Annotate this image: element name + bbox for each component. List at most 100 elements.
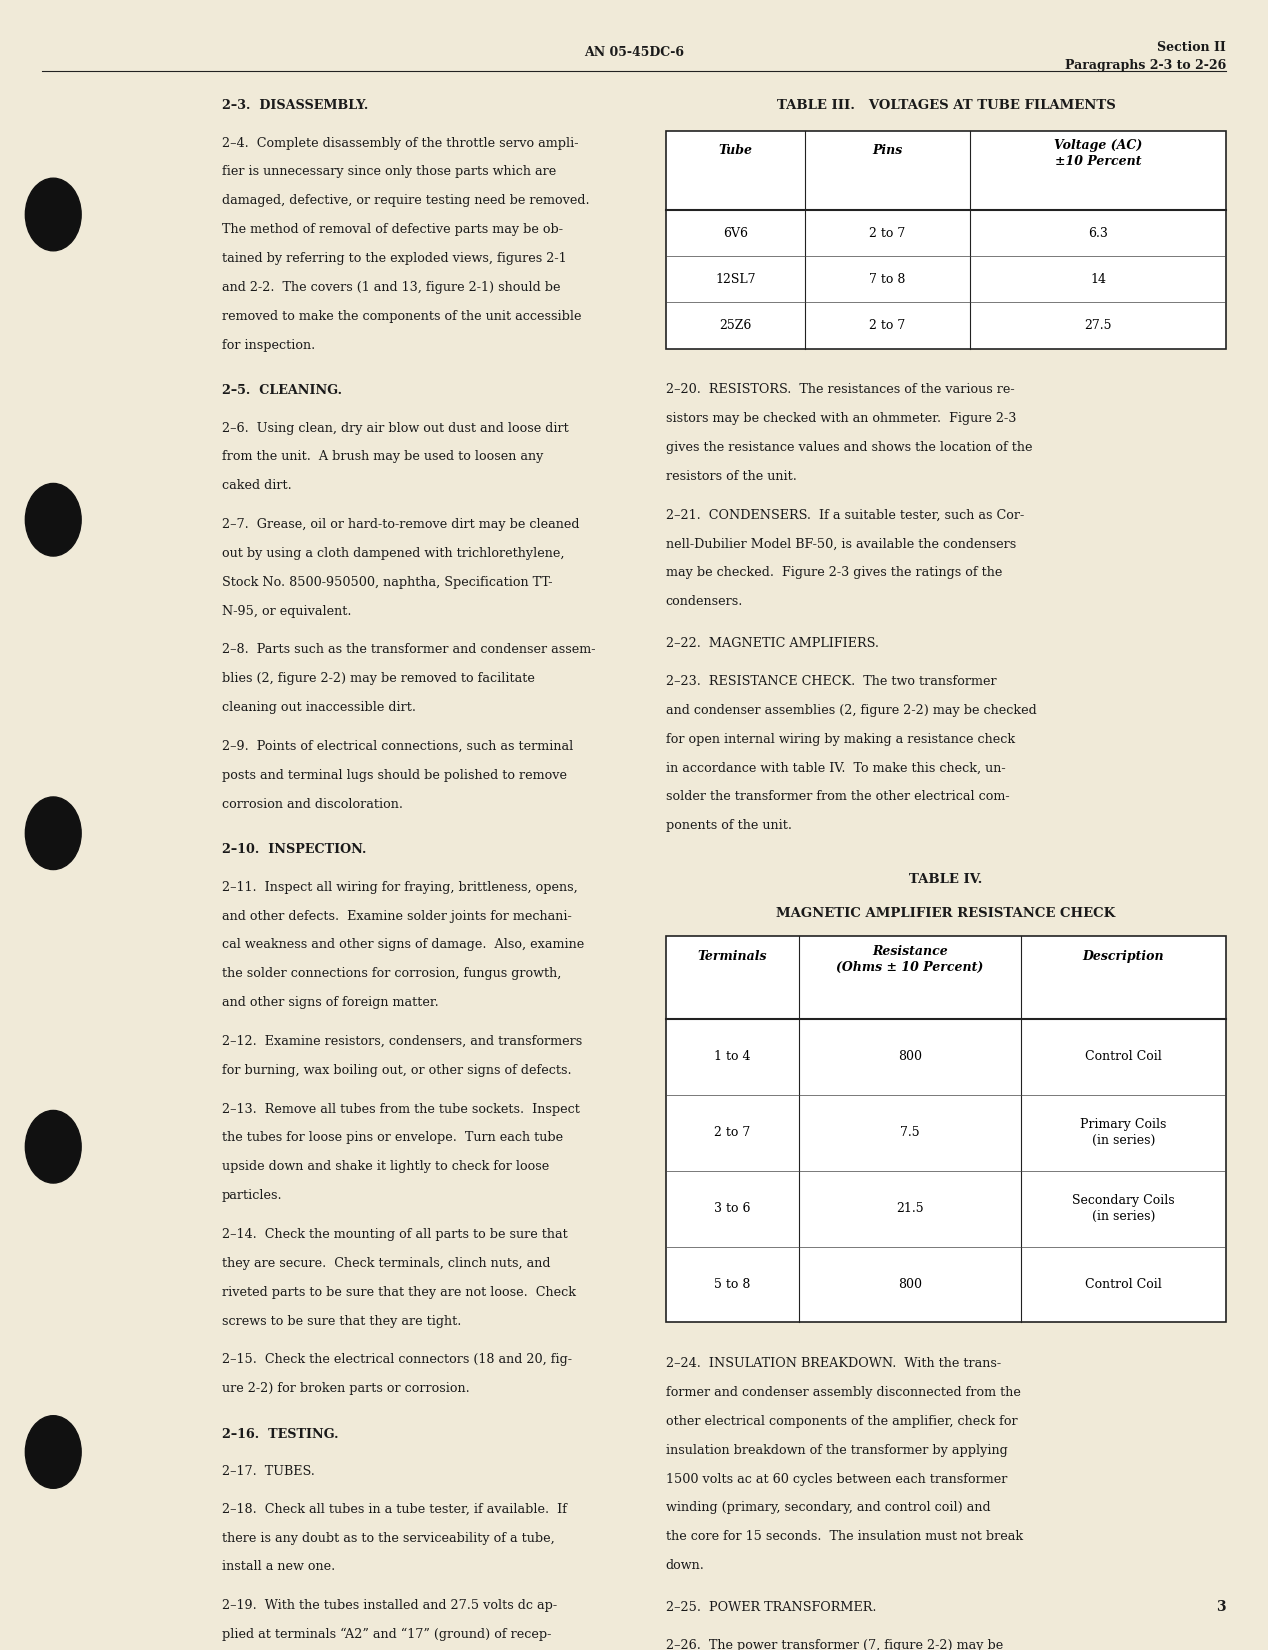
Text: 2–6.  Using clean, dry air blow out dust and loose dirt: 2–6. Using clean, dry air blow out dust … [222, 421, 568, 434]
Text: in accordance with table IV.  To make this check, un-: in accordance with table IV. To make thi… [666, 761, 1006, 774]
Text: 1500 volts ac at 60 cycles between each transformer: 1500 volts ac at 60 cycles between each … [666, 1472, 1007, 1485]
Text: 2–20.  RESISTORS.  The resistances of the various re-: 2–20. RESISTORS. The resistances of the … [666, 383, 1014, 396]
Circle shape [25, 178, 81, 251]
Text: ponents of the unit.: ponents of the unit. [666, 818, 791, 832]
Text: 2–22.  MAGNETIC AMPLIFIERS.: 2–22. MAGNETIC AMPLIFIERS. [666, 637, 879, 650]
Text: nell-Dubilier Model BF-50, is available the condensers: nell-Dubilier Model BF-50, is available … [666, 538, 1016, 551]
Text: fier is unnecessary since only those parts which are: fier is unnecessary since only those par… [222, 165, 557, 178]
Text: gives the resistance values and shows the location of the: gives the resistance values and shows th… [666, 441, 1032, 454]
Text: 800: 800 [898, 1051, 922, 1063]
Text: 2–15.  Check the electrical connectors (18 and 20, fig-: 2–15. Check the electrical connectors (1… [222, 1353, 572, 1366]
Text: upside down and shake it lightly to check for loose: upside down and shake it lightly to chec… [222, 1160, 549, 1173]
Text: resistors of the unit.: resistors of the unit. [666, 470, 796, 483]
Text: 2–17.  TUBES.: 2–17. TUBES. [222, 1465, 314, 1478]
Text: blies (2, figure 2-2) may be removed to facilitate: blies (2, figure 2-2) may be removed to … [222, 672, 535, 685]
Text: caked dirt.: caked dirt. [222, 478, 292, 492]
Text: 2–4.  Complete disassembly of the throttle servo ampli-: 2–4. Complete disassembly of the throttl… [222, 137, 578, 150]
Text: and condenser assemblies (2, figure 2-2) may be checked: and condenser assemblies (2, figure 2-2)… [666, 703, 1036, 716]
Text: 5 to 8: 5 to 8 [714, 1279, 751, 1290]
Text: they are secure.  Check terminals, clinch nuts, and: they are secure. Check terminals, clinch… [222, 1257, 550, 1270]
Text: 2–3.  DISASSEMBLY.: 2–3. DISASSEMBLY. [222, 99, 368, 112]
Text: 800: 800 [898, 1279, 922, 1290]
Text: Secondary Coils
(in series): Secondary Coils (in series) [1073, 1195, 1174, 1223]
Text: 14: 14 [1090, 272, 1106, 285]
Text: 7.5: 7.5 [900, 1127, 919, 1138]
Text: AN 05-45DC-6: AN 05-45DC-6 [585, 46, 683, 59]
Text: 2–9.  Points of electrical connections, such as terminal: 2–9. Points of electrical connections, s… [222, 739, 573, 752]
Text: the core for 15 seconds.  The insulation must not break: the core for 15 seconds. The insulation … [666, 1530, 1023, 1543]
Text: 2–16.  TESTING.: 2–16. TESTING. [222, 1427, 339, 1440]
Text: 2–8.  Parts such as the transformer and condenser assem-: 2–8. Parts such as the transformer and c… [222, 644, 596, 657]
Text: 2–12.  Examine resistors, condensers, and transformers: 2–12. Examine resistors, condensers, and… [222, 1035, 582, 1048]
Text: 6V6: 6V6 [723, 226, 748, 239]
Bar [666, 130, 1226, 348]
Text: and other signs of foreign matter.: and other signs of foreign matter. [222, 997, 439, 1010]
Text: 2–10.  INSPECTION.: 2–10. INSPECTION. [222, 843, 366, 856]
Text: out by using a cloth dampened with trichlorethylene,: out by using a cloth dampened with trich… [222, 546, 564, 559]
Text: for open internal wiring by making a resistance check: for open internal wiring by making a res… [666, 733, 1014, 746]
Text: Resistance
(Ohms ± 10 Percent): Resistance (Ohms ± 10 Percent) [836, 944, 984, 974]
Text: the tubes for loose pins or envelope.  Turn each tube: the tubes for loose pins or envelope. Tu… [222, 1132, 563, 1145]
Text: condensers.: condensers. [666, 596, 743, 609]
Text: Control Coil: Control Coil [1085, 1279, 1161, 1290]
Text: MAGNETIC AMPLIFIER RESISTANCE CHECK: MAGNETIC AMPLIFIER RESISTANCE CHECK [776, 908, 1116, 921]
Text: 21.5: 21.5 [896, 1203, 923, 1214]
Text: particles.: particles. [222, 1190, 283, 1203]
Text: N-95, or equivalent.: N-95, or equivalent. [222, 604, 351, 617]
Text: 7 to 8: 7 to 8 [870, 272, 905, 285]
Bar [666, 936, 1226, 1322]
Text: 2–11.  Inspect all wiring for fraying, brittleness, opens,: 2–11. Inspect all wiring for fraying, br… [222, 881, 578, 894]
Text: 6.3: 6.3 [1088, 226, 1108, 239]
Text: 2–13.  Remove all tubes from the tube sockets.  Inspect: 2–13. Remove all tubes from the tube soc… [222, 1102, 579, 1115]
Text: 1 to 4: 1 to 4 [714, 1051, 751, 1063]
Text: 2–5.  CLEANING.: 2–5. CLEANING. [222, 384, 342, 398]
Text: solder the transformer from the other electrical com-: solder the transformer from the other el… [666, 790, 1009, 804]
Text: may be checked.  Figure 2-3 gives the ratings of the: may be checked. Figure 2-3 gives the rat… [666, 566, 1002, 579]
Text: Paragraphs 2-3 to 2-26: Paragraphs 2-3 to 2-26 [1065, 59, 1226, 73]
Text: 2 to 7: 2 to 7 [870, 318, 905, 332]
Text: 27.5: 27.5 [1084, 318, 1112, 332]
Circle shape [25, 1110, 81, 1183]
Text: The method of removal of defective parts may be ob-: The method of removal of defective parts… [222, 223, 563, 236]
Text: winding (primary, secondary, and control coil) and: winding (primary, secondary, and control… [666, 1502, 990, 1515]
Text: 2–7.  Grease, oil or hard-to-remove dirt may be cleaned: 2–7. Grease, oil or hard-to-remove dirt … [222, 518, 579, 531]
Text: other electrical components of the amplifier, check for: other electrical components of the ampli… [666, 1414, 1017, 1427]
Text: for burning, wax boiling out, or other signs of defects.: for burning, wax boiling out, or other s… [222, 1064, 572, 1077]
Circle shape [25, 1416, 81, 1488]
Text: and other defects.  Examine solder joints for mechani-: and other defects. Examine solder joints… [222, 909, 572, 922]
Text: 2 to 7: 2 to 7 [714, 1127, 751, 1138]
Text: 2–24.  INSULATION BREAKDOWN.  With the trans-: 2–24. INSULATION BREAKDOWN. With the tra… [666, 1356, 1000, 1370]
Text: Control Coil: Control Coil [1085, 1051, 1161, 1063]
Text: 2 to 7: 2 to 7 [870, 226, 905, 239]
Text: corrosion and discoloration.: corrosion and discoloration. [222, 797, 403, 810]
Circle shape [25, 483, 81, 556]
Text: sistors may be checked with an ohmmeter.  Figure 2-3: sistors may be checked with an ohmmeter.… [666, 412, 1016, 426]
Text: Voltage (AC)
±10 Percent: Voltage (AC) ±10 Percent [1054, 139, 1142, 168]
Text: 3 to 6: 3 to 6 [714, 1203, 751, 1214]
Text: TABLE IV.: TABLE IV. [909, 873, 983, 886]
Text: plied at terminals “A2” and “17” (ground) of recep-: plied at terminals “A2” and “17” (ground… [222, 1629, 552, 1642]
Text: cal weakness and other signs of damage.  Also, examine: cal weakness and other signs of damage. … [222, 939, 585, 952]
Text: riveted parts to be sure that they are not loose.  Check: riveted parts to be sure that they are n… [222, 1285, 576, 1299]
Text: Description: Description [1083, 949, 1164, 962]
Text: removed to make the components of the unit accessible: removed to make the components of the un… [222, 310, 582, 323]
Text: Stock No. 8500-950500, naphtha, Specification TT-: Stock No. 8500-950500, naphtha, Specific… [222, 576, 553, 589]
Text: 2–14.  Check the mounting of all parts to be sure that: 2–14. Check the mounting of all parts to… [222, 1228, 568, 1241]
Text: 2–26.  The power transformer (7, figure 2-2) may be: 2–26. The power transformer (7, figure 2… [666, 1638, 1003, 1650]
Text: the solder connections for corrosion, fungus growth,: the solder connections for corrosion, fu… [222, 967, 562, 980]
Text: from the unit.  A brush may be used to loosen any: from the unit. A brush may be used to lo… [222, 450, 543, 464]
Text: 2–21.  CONDENSERS.  If a suitable tester, such as Cor-: 2–21. CONDENSERS. If a suitable tester, … [666, 508, 1025, 521]
Text: tained by referring to the exploded views, figures 2-1: tained by referring to the exploded view… [222, 252, 567, 266]
Text: Terminals: Terminals [697, 949, 767, 962]
Text: Section II: Section II [1158, 41, 1226, 54]
Text: 2–19.  With the tubes installed and 27.5 volts dc ap-: 2–19. With the tubes installed and 27.5 … [222, 1599, 557, 1612]
Text: insulation breakdown of the transformer by applying: insulation breakdown of the transformer … [666, 1444, 1008, 1457]
Text: 2–25.  POWER TRANSFORMER.: 2–25. POWER TRANSFORMER. [666, 1600, 876, 1614]
Text: posts and terminal lugs should be polished to remove: posts and terminal lugs should be polish… [222, 769, 567, 782]
Text: former and condenser assembly disconnected from the: former and condenser assembly disconnect… [666, 1386, 1021, 1399]
Text: 2–23.  RESISTANCE CHECK.  The two transformer: 2–23. RESISTANCE CHECK. The two transfor… [666, 675, 997, 688]
Circle shape [25, 797, 81, 870]
Text: ure 2-2) for broken parts or corrosion.: ure 2-2) for broken parts or corrosion. [222, 1383, 469, 1396]
Text: damaged, defective, or require testing need be removed.: damaged, defective, or require testing n… [222, 195, 590, 208]
Text: install a new one.: install a new one. [222, 1561, 335, 1574]
